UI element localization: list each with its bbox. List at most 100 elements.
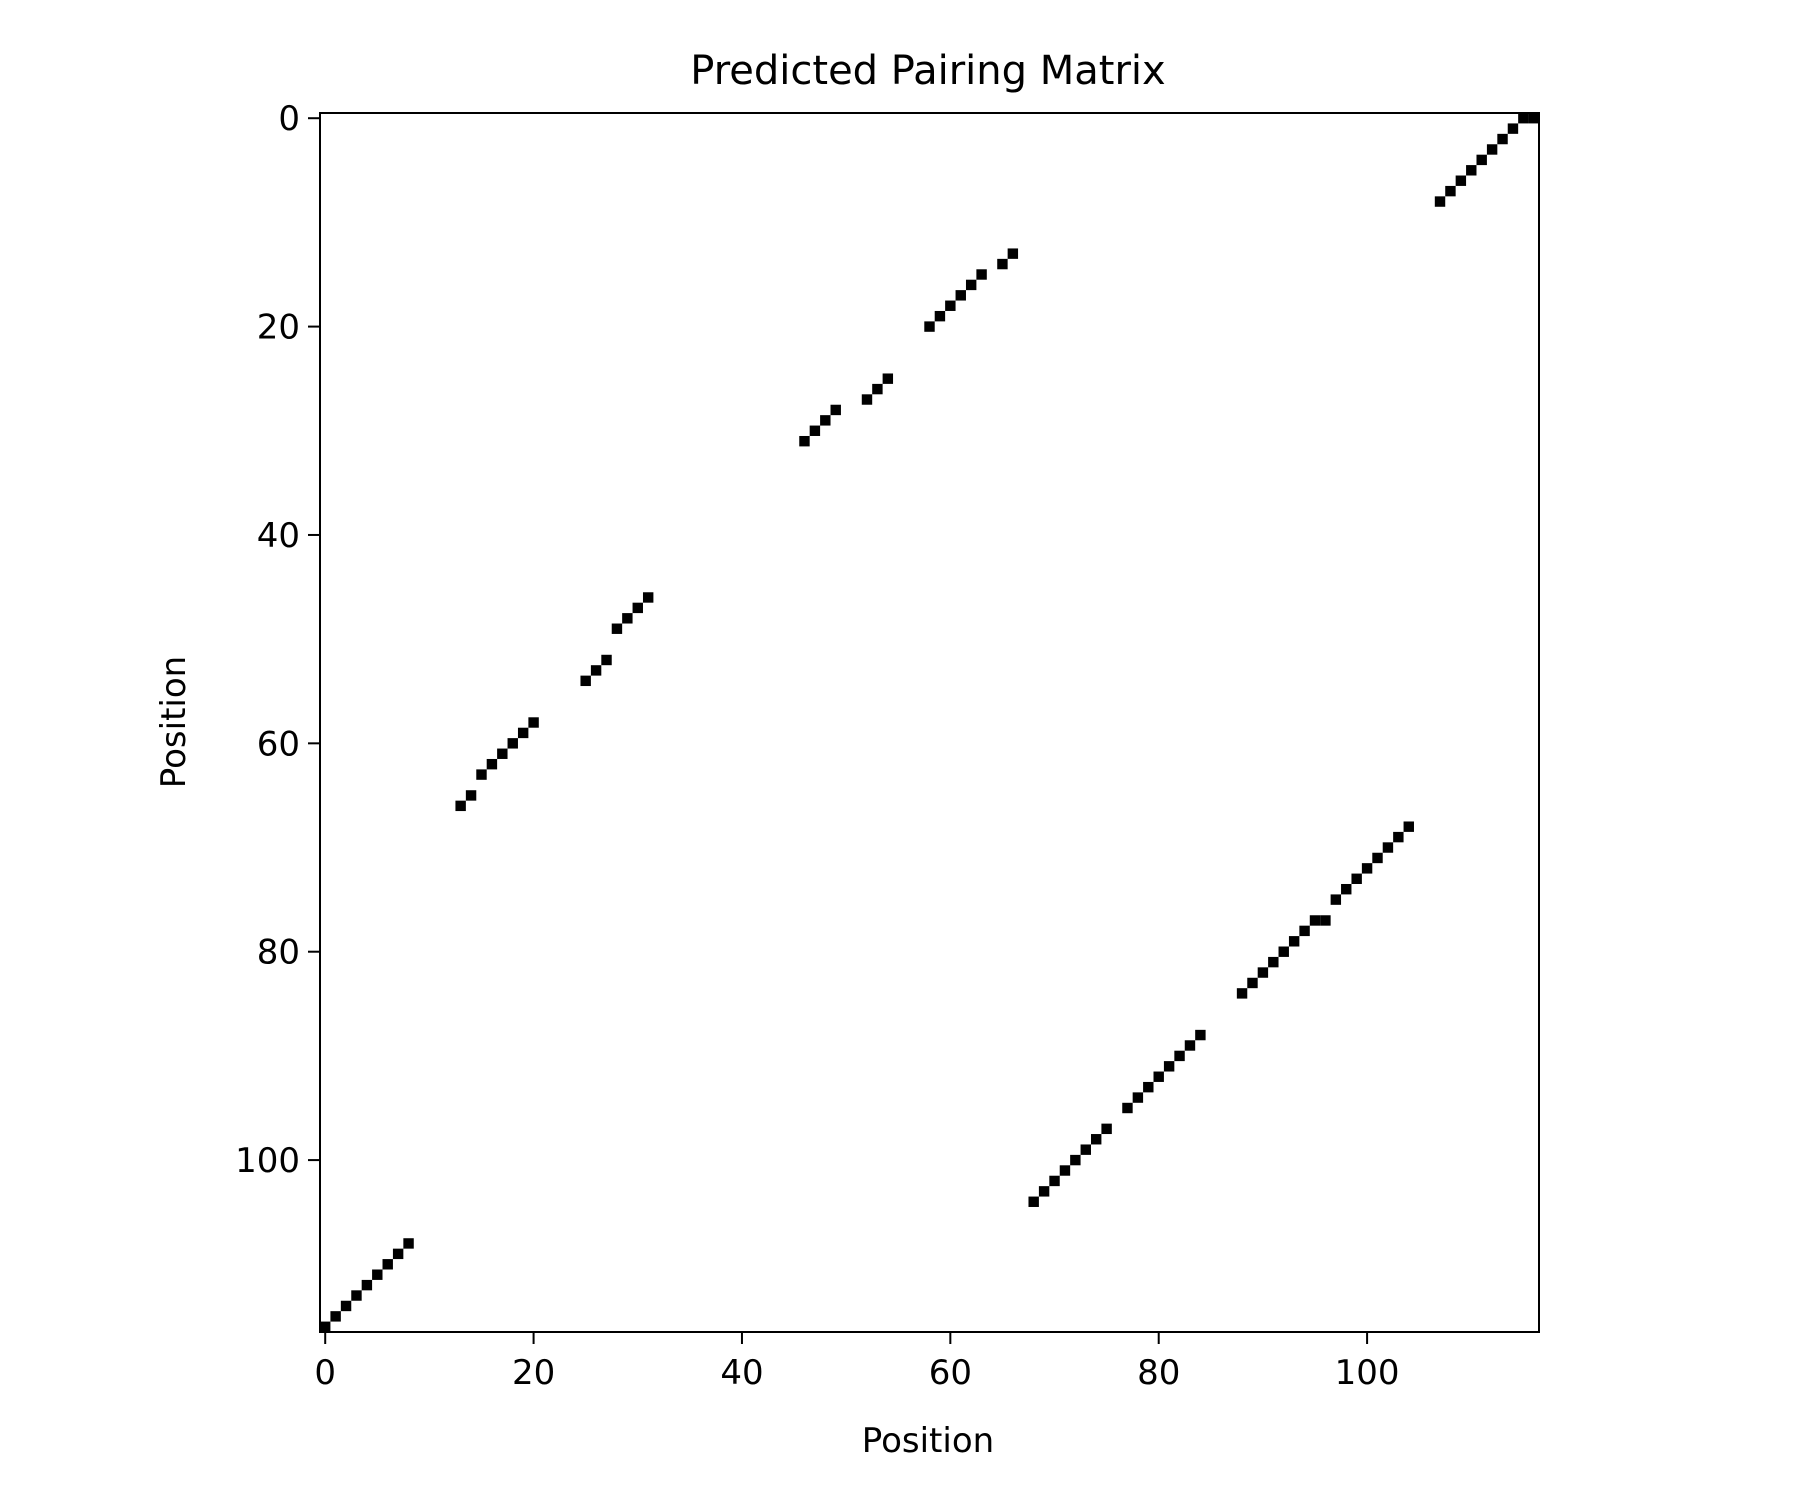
y-axis-ticks: 0 20 40 60 80 100: [235, 99, 320, 1181]
paired-cell: [1445, 185, 1456, 197]
paired-cell: [590, 665, 602, 676]
paired-cell: [1528, 113, 1539, 124]
paired-cell: [1507, 123, 1519, 134]
paired-cell: [1434, 196, 1446, 207]
y-axis-label: Position: [154, 656, 194, 788]
plot-frame: [319, 112, 1540, 1333]
paired-cell: [1174, 1050, 1185, 1062]
y-tick-label: 40: [257, 516, 300, 556]
paired-cell: [924, 321, 935, 332]
paired-cell: [1351, 873, 1362, 884]
paired-cell: [497, 748, 508, 759]
x-tick-label: 80: [1137, 1353, 1180, 1393]
paired-cell: [340, 1300, 352, 1312]
paired-cell: [1059, 1165, 1071, 1176]
paired-cell: [934, 310, 946, 322]
paired-cell: [1028, 1196, 1039, 1207]
paired-cell: [1278, 946, 1289, 957]
x-tick-label: 0: [314, 1353, 336, 1393]
paired-cell: [1007, 248, 1019, 259]
paired-cell: [320, 1321, 331, 1332]
paired-cell: [1153, 1071, 1164, 1082]
paired-cell: [882, 373, 894, 384]
paired-cell: [517, 727, 529, 739]
paired-cell: [1257, 967, 1269, 978]
paired-cell: [1038, 1186, 1050, 1197]
y-tick-label: 80: [257, 933, 300, 973]
paired-cell: [580, 675, 591, 687]
paired-cell: [965, 279, 977, 291]
paired-cell: [809, 425, 821, 436]
paired-cell: [1476, 154, 1487, 166]
plot-area: [320, 113, 1539, 1332]
paired-cell: [507, 738, 518, 749]
paired-cell: [1361, 863, 1373, 874]
paired-cell: [1341, 883, 1352, 895]
paired-cell: [955, 290, 966, 301]
paired-cell: [1049, 1175, 1060, 1187]
x-tick-label: 40: [720, 1353, 763, 1393]
x-tick-label: 100: [1335, 1353, 1400, 1393]
paired-cell: [1288, 936, 1300, 947]
y-tick-label: 60: [257, 724, 300, 764]
paired-cell: [330, 1311, 341, 1322]
paired-cell: [1070, 1154, 1081, 1166]
paired-cell: [1497, 133, 1508, 145]
paired-cell: [455, 800, 466, 812]
paired-cell: [392, 1248, 404, 1260]
paired-cell: [361, 1279, 373, 1291]
paired-cell: [1403, 821, 1414, 832]
paired-cell: [486, 758, 498, 770]
paired-cell: [1195, 1029, 1206, 1041]
paired-cell: [1101, 1123, 1112, 1135]
paired-cells-layer: [320, 113, 1539, 1332]
paired-cell: [830, 404, 841, 416]
paired-cell: [1382, 842, 1394, 853]
paired-cell: [611, 623, 623, 634]
paired-cell: [1299, 925, 1310, 937]
paired-cell: [1268, 956, 1279, 968]
paired-cell: [351, 1290, 362, 1301]
paired-cell: [820, 415, 831, 426]
paired-cell: [861, 394, 873, 405]
paired-cell: [1132, 1092, 1144, 1103]
paired-cell: [1393, 831, 1404, 843]
x-tick-label: 60: [929, 1353, 972, 1393]
paired-cell: [1090, 1134, 1102, 1145]
paired-cell: [1236, 988, 1248, 999]
chart-title: Predicted Pairing Matrix: [690, 48, 1165, 94]
paired-cell: [799, 435, 810, 447]
paired-cell: [382, 1259, 393, 1270]
x-axis-ticks: 0 20 40 60 80 100: [314, 1332, 1400, 1393]
paired-cell: [1122, 1102, 1133, 1114]
paired-cell: [945, 300, 956, 311]
paired-cell: [976, 269, 987, 280]
paired-cell: [997, 258, 1008, 270]
y-tick-label: 20: [257, 308, 300, 348]
paired-cell: [372, 1269, 383, 1280]
paired-cell: [1184, 1040, 1196, 1051]
paired-cell: [1466, 165, 1477, 176]
paired-cell: [1247, 977, 1258, 989]
x-tick-label: 20: [512, 1353, 555, 1393]
paired-cell: [1372, 852, 1383, 864]
x-axis-label: Position: [862, 1421, 994, 1461]
paired-cell: [872, 383, 883, 395]
paired-cell: [528, 717, 539, 728]
paired-cell: [1163, 1061, 1175, 1072]
paired-cell: [1320, 915, 1331, 926]
paired-cell: [642, 592, 654, 603]
paired-cell: [476, 769, 487, 780]
paired-cell: [403, 1238, 414, 1249]
paired-cell: [632, 602, 643, 614]
y-tick-label: 100: [235, 1141, 300, 1181]
paired-cell: [1143, 1081, 1154, 1093]
paired-cell: [601, 654, 612, 666]
paired-cell: [1309, 915, 1321, 926]
paired-cell: [1080, 1144, 1091, 1155]
paired-cell: [1455, 175, 1467, 186]
paired-cell: [1486, 144, 1498, 155]
paired-cell: [622, 613, 633, 624]
paired-cell: [1330, 894, 1342, 905]
paired-cell: [1518, 113, 1529, 124]
